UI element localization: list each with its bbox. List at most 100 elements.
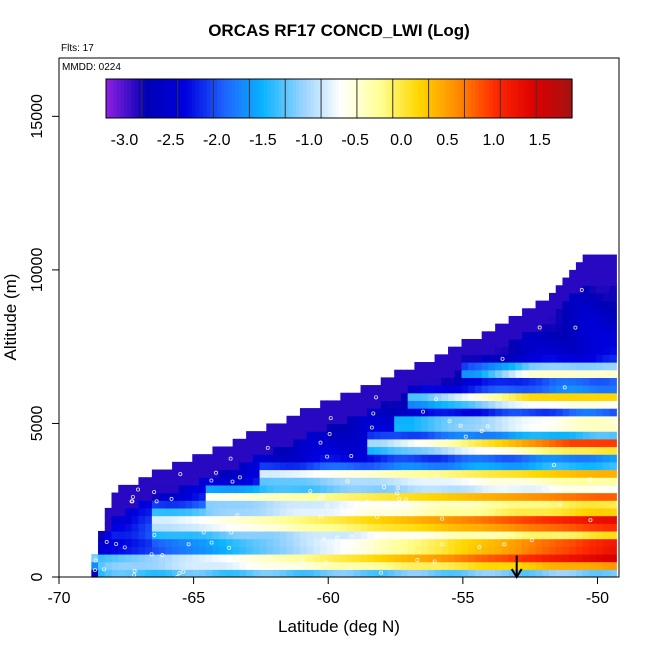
heatmap-cell (555, 354, 564, 363)
heatmap-cell (602, 277, 611, 286)
heatmap-cell (535, 477, 543, 486)
heatmap-cell (252, 446, 261, 455)
heatmap-cell (286, 523, 294, 532)
heatmap-cell (468, 431, 476, 440)
colorbar-swatch (206, 79, 211, 118)
heatmap-cell (461, 338, 469, 348)
sample-point (318, 440, 323, 445)
heatmap-cell (232, 523, 240, 532)
heatmap-cell (124, 553, 133, 563)
heatmap-cell (205, 492, 214, 501)
heatmap-cell (589, 546, 597, 555)
heatmap-cell (528, 515, 537, 524)
heatmap-cell (441, 431, 449, 440)
heatmap-cell (495, 369, 503, 378)
heatmap-cell (549, 569, 557, 578)
heatmap-cell (225, 500, 234, 509)
sample-point (338, 505, 343, 510)
heatmap-cell (279, 553, 288, 563)
heatmap-cell (448, 492, 456, 501)
heatmap-cell (549, 369, 557, 378)
heatmap-cell (299, 477, 308, 486)
heatmap-cell (522, 515, 530, 524)
heatmap-cell (522, 408, 530, 417)
heatmap-cell (239, 484, 247, 494)
heatmap-cell (360, 454, 368, 463)
heatmap-cell (172, 515, 180, 524)
heatmap-cell (199, 492, 207, 501)
heatmap-cell (158, 492, 166, 501)
heatmap-cell (468, 461, 476, 471)
heatmap-cell (219, 561, 227, 570)
heatmap-cell (225, 553, 234, 563)
heatmap-cell (555, 469, 564, 478)
sample-point (318, 495, 323, 500)
heatmap-cell (279, 561, 288, 570)
heatmap-cell (575, 338, 584, 348)
heatmap-cell (549, 415, 557, 425)
heatmap-cell (124, 530, 133, 540)
heatmap-cell (394, 507, 402, 517)
heatmap-cell (259, 553, 267, 563)
heatmap-cell (380, 546, 389, 555)
heatmap-cell (562, 438, 570, 448)
heatmap-cell (340, 569, 348, 578)
heatmap-cell (575, 500, 584, 509)
heatmap-cell (495, 461, 503, 471)
heatmap-cell (448, 423, 456, 432)
heatmap-cell (528, 392, 537, 402)
heatmap-cell (515, 530, 523, 540)
heatmap-cell (326, 561, 335, 570)
heatmap-cell (232, 454, 240, 463)
heatmap-cell (232, 546, 240, 555)
heatmap-cell (474, 385, 483, 394)
heatmap-cell (333, 553, 341, 563)
heatmap-cell (340, 515, 348, 524)
heatmap-cell (104, 530, 113, 540)
colorbar-swatch (220, 79, 225, 118)
heatmap-cell (575, 354, 584, 363)
heatmap-cell (575, 507, 584, 517)
heatmap-cell (528, 469, 537, 478)
sample-point (479, 429, 484, 434)
heatmap-cell (205, 461, 214, 471)
heatmap-cell (400, 553, 409, 563)
heatmap-cell (239, 515, 247, 524)
heatmap-cell (562, 400, 570, 409)
heatmap-cell (515, 446, 523, 455)
heatmap-cell (609, 461, 617, 471)
heatmap-cell (394, 454, 402, 463)
heatmap-cell (501, 492, 510, 501)
heatmap-cell (421, 415, 429, 425)
heatmap-cell (131, 507, 140, 517)
heatmap-cell (165, 553, 173, 563)
heatmap-cell (609, 331, 617, 340)
heatmap-cell (542, 331, 550, 340)
heatmap-cell (488, 523, 496, 532)
heatmap-cell (273, 461, 281, 471)
heatmap-cell (542, 392, 550, 402)
heatmap-cell (124, 523, 133, 532)
heatmap-cell (246, 431, 254, 440)
heatmap-cell (549, 469, 557, 478)
heatmap-cell (178, 500, 187, 509)
colorbar-swatch (374, 79, 380, 118)
heatmap-cell (602, 300, 611, 309)
heatmap-cell (434, 523, 442, 532)
heatmap-cell (380, 446, 389, 455)
heatmap-cell (589, 561, 597, 570)
heatmap-cell (501, 338, 510, 348)
heatmap-cell (266, 500, 274, 509)
heatmap-cell (515, 392, 523, 402)
heatmap-cell (313, 438, 321, 448)
colorbar-swatch (270, 79, 276, 118)
heatmap-cell (562, 484, 570, 494)
heatmap-cell (562, 461, 570, 471)
heatmap-cell (495, 523, 503, 532)
heatmap-cell (306, 507, 315, 517)
colorbar-swatch (192, 79, 197, 118)
heatmap-cell (609, 285, 617, 294)
heatmap-cell (407, 561, 415, 570)
heatmap-cell (454, 346, 463, 355)
heatmap-cell (528, 477, 537, 486)
